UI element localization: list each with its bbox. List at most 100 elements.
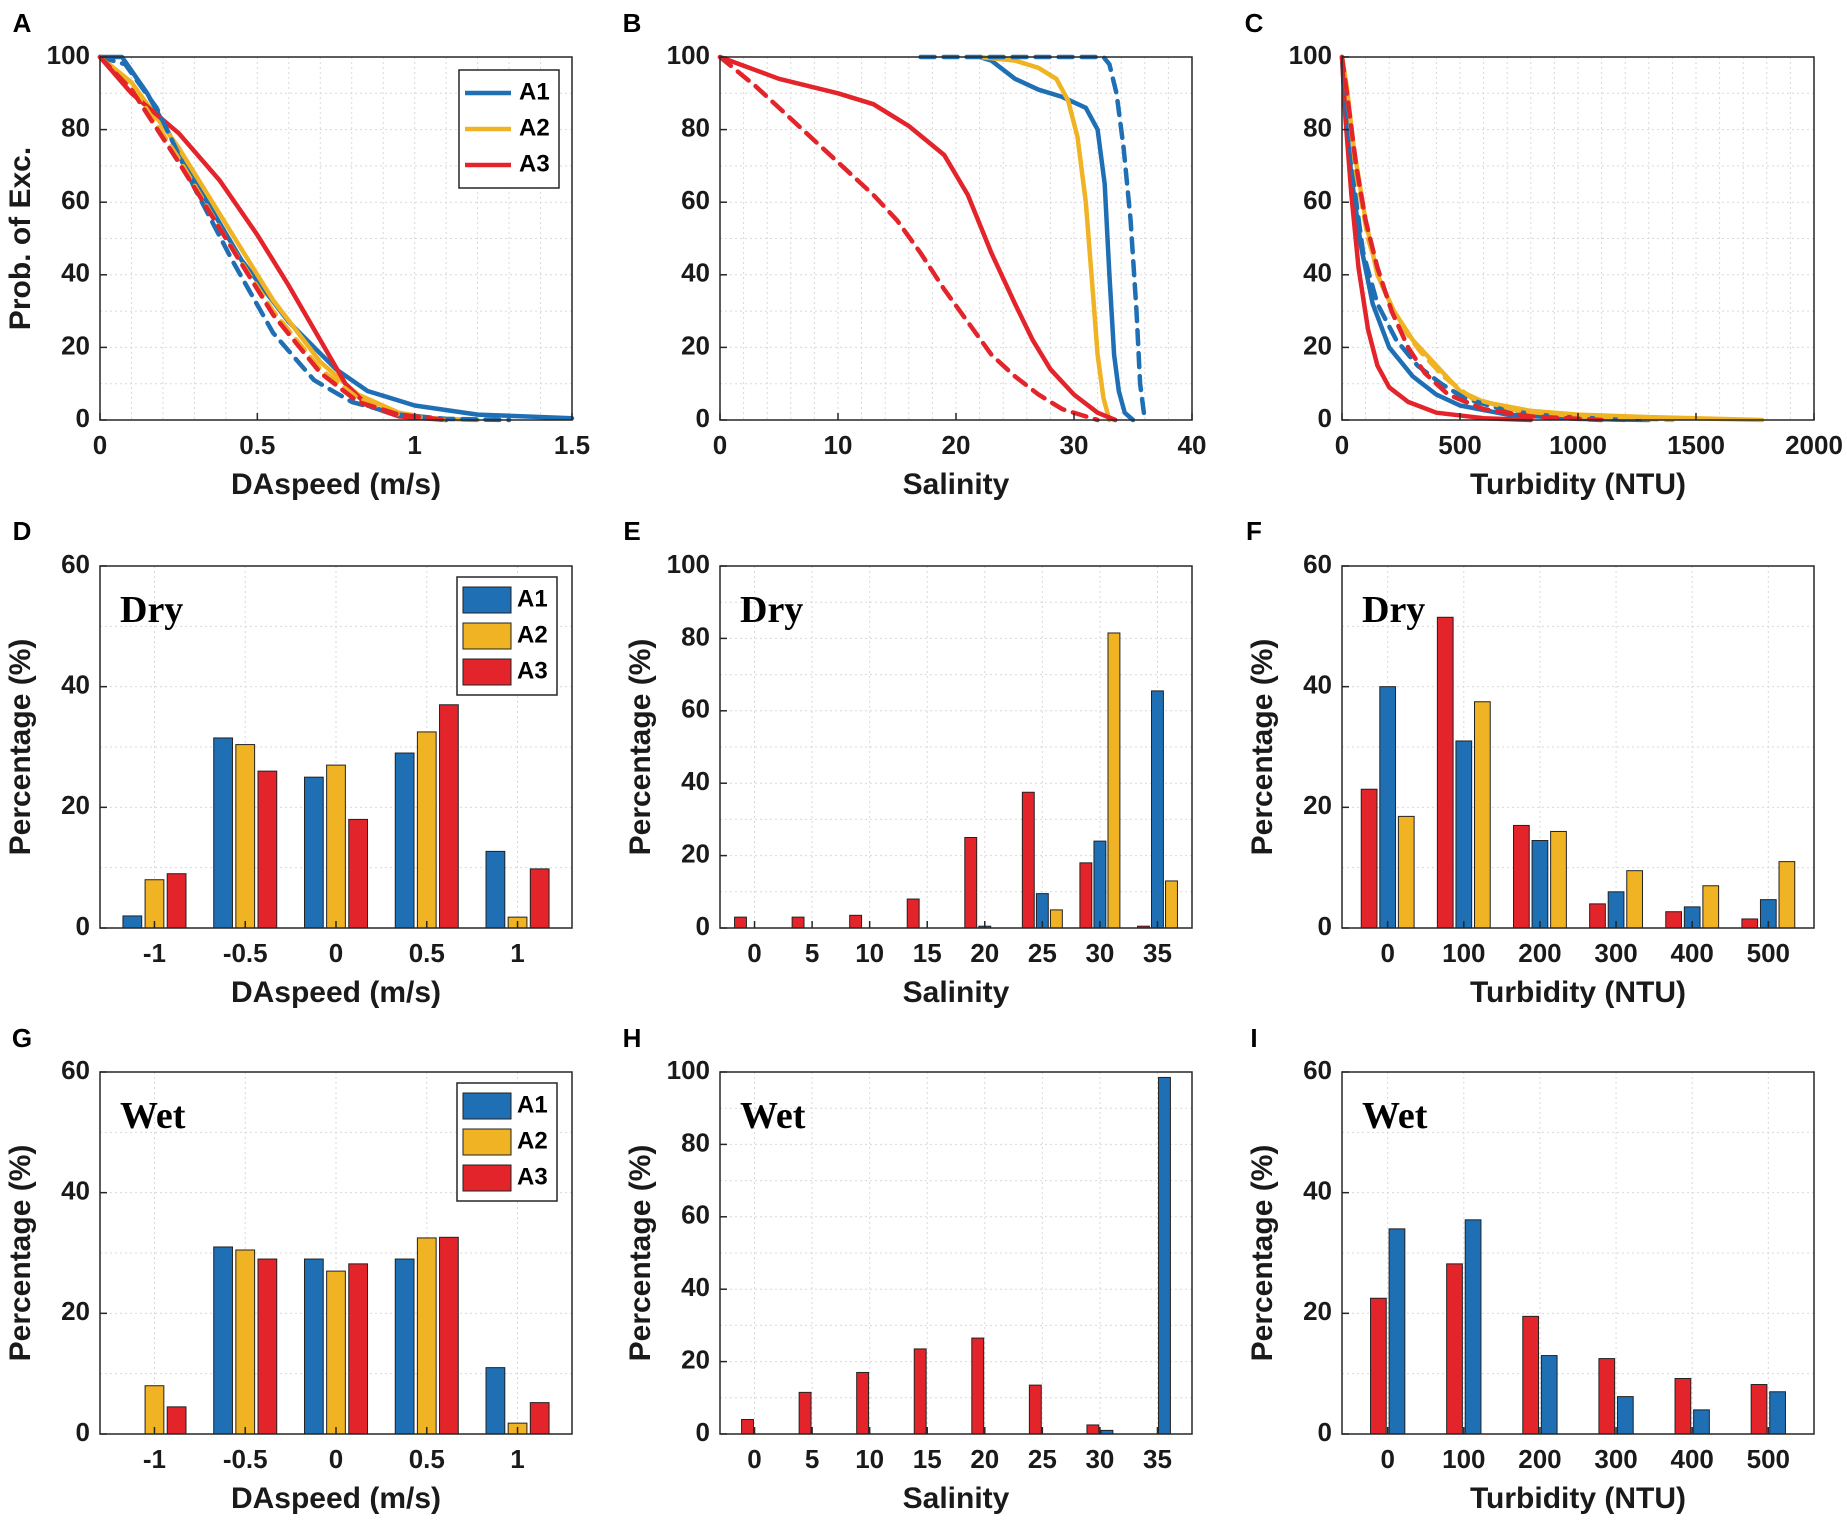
grid bbox=[99, 56, 573, 421]
xtick-label: 0 bbox=[1335, 430, 1349, 460]
bar-a1-0 bbox=[1379, 686, 1397, 929]
line-a3-dashed bbox=[1339, 54, 1604, 423]
xtick-label: 500 bbox=[1747, 1444, 1790, 1474]
bars bbox=[741, 1076, 1171, 1435]
xtick-label: 100 bbox=[1442, 938, 1485, 968]
ylabel: Percentage (%) bbox=[4, 1145, 37, 1362]
bar-a2-1 bbox=[235, 1249, 256, 1435]
xtick-label: 20 bbox=[970, 1444, 999, 1474]
legend-swatch-a1 bbox=[462, 586, 512, 614]
panel-letter-I: I bbox=[1250, 1023, 1257, 1053]
bar-a1-3 bbox=[1616, 1396, 1634, 1435]
ytick-label: 80 bbox=[1303, 112, 1332, 142]
ytick-label: 0 bbox=[1318, 403, 1332, 433]
panel-G: G 0 20 40 60 -1 -0.5 0 0.5 1 DAspeed (m/s) Percenta… bbox=[4, 1023, 573, 1515]
xlabel: DAspeed (m/s) bbox=[231, 1482, 441, 1515]
xtick-label: 30 bbox=[1085, 1444, 1114, 1474]
bar-a3-2 bbox=[1513, 824, 1530, 929]
bar-a1-1 bbox=[1464, 1219, 1482, 1435]
ylabel: Percentage (%) bbox=[624, 1145, 657, 1362]
ytick-label: 60 bbox=[61, 185, 90, 215]
xtick-label: 25 bbox=[1028, 1444, 1057, 1474]
ytick-label: 60 bbox=[61, 1055, 90, 1085]
bar-a3-2 bbox=[856, 1371, 870, 1435]
line-a1-dashed bbox=[1339, 54, 1628, 423]
bar-a1-4 bbox=[1693, 1409, 1710, 1435]
ytick-label: 100 bbox=[667, 549, 710, 579]
legend: A1 A2 A3 bbox=[458, 69, 560, 189]
panel-letter-G: G bbox=[12, 1023, 32, 1053]
annotation-dry: Dry bbox=[1362, 589, 1425, 631]
panel-A: A 0 20 40 60 80 100 0 0.5 1 1.5 DAspeed (m/s) Prob. … bbox=[4, 8, 590, 501]
bar-a3-3 bbox=[913, 1348, 927, 1435]
ytick-label: 40 bbox=[61, 670, 90, 700]
bar-a3-4 bbox=[971, 1337, 985, 1435]
axes-frame bbox=[1341, 1071, 1815, 1435]
xtick-label: 40 bbox=[1178, 430, 1207, 460]
xtick-label: 200 bbox=[1518, 938, 1561, 968]
panel-letter-B: B bbox=[623, 8, 642, 38]
ytick-label: 40 bbox=[1303, 258, 1332, 288]
legend-label-a1: A1 bbox=[517, 1091, 548, 1118]
ytick-label: 20 bbox=[681, 838, 710, 868]
xtick-label: 0 bbox=[93, 430, 107, 460]
ytick-label: 40 bbox=[681, 1272, 710, 1302]
line-a3-solid bbox=[1339, 54, 1534, 423]
bar-a1-5 bbox=[1769, 1391, 1786, 1435]
xtick-label: 1000 bbox=[1549, 430, 1607, 460]
bar-a3-6 bbox=[1086, 1424, 1100, 1435]
xtick-label: 0.5 bbox=[409, 938, 445, 968]
legend-label-a2: A2 bbox=[517, 621, 548, 648]
ytick-label: 100 bbox=[667, 40, 710, 70]
bar-a3-4 bbox=[529, 868, 550, 929]
ytick-label: 80 bbox=[681, 621, 710, 651]
ytick-label: 20 bbox=[61, 1296, 90, 1326]
xtick-label: 300 bbox=[1594, 1444, 1637, 1474]
xtick-label: 1 bbox=[510, 938, 524, 968]
xtick-label: 0 bbox=[1380, 1444, 1394, 1474]
ytick-label: 40 bbox=[61, 1176, 90, 1206]
bars bbox=[144, 1236, 550, 1435]
bar-a1-0 bbox=[1388, 1228, 1406, 1435]
xlabel: Salinity bbox=[903, 1482, 1010, 1515]
xtick-label: 1 bbox=[407, 430, 421, 460]
xtick-label: 30 bbox=[1085, 938, 1114, 968]
bar-a2-2 bbox=[326, 1270, 346, 1435]
ytick-label: 20 bbox=[1303, 330, 1332, 360]
ylabel: Prob. of Exc. bbox=[4, 147, 37, 330]
xtick-label: 0 bbox=[747, 1444, 761, 1474]
xtick-label: 10 bbox=[824, 430, 853, 460]
legend: A1 A2 A3 bbox=[456, 576, 558, 696]
ytick-label: 60 bbox=[61, 549, 90, 579]
xtick-label: 5 bbox=[805, 1444, 819, 1474]
ytick-label: 20 bbox=[681, 1344, 710, 1374]
ytick-label: 60 bbox=[1303, 185, 1332, 215]
bar-a1-4 bbox=[485, 850, 506, 929]
ylabel: Percentage (%) bbox=[1246, 639, 1279, 856]
bar-a3-5 bbox=[1021, 791, 1035, 929]
bar-a1-7 bbox=[1151, 690, 1164, 929]
xtick-label: 500 bbox=[1747, 938, 1790, 968]
panel-D: D 0 20 40 60 -1 -0.5 0 0.5 1 DAspeed (m/s) Percenta… bbox=[4, 516, 573, 1009]
ylabel: Percentage (%) bbox=[624, 639, 657, 856]
xtick-label: 15 bbox=[913, 1444, 942, 1474]
ytick-label: 60 bbox=[681, 1200, 710, 1230]
bar-a1-1 bbox=[213, 1246, 233, 1435]
bar-a3-2 bbox=[348, 818, 369, 929]
bar-a1-1 bbox=[213, 737, 233, 929]
ytick-label: 40 bbox=[681, 766, 710, 796]
xtick-label: 30 bbox=[1060, 430, 1089, 460]
bar-a3-0 bbox=[1360, 788, 1378, 929]
bar-a2-1 bbox=[1474, 701, 1491, 929]
xlabel: Turbidity (NTU) bbox=[1470, 976, 1686, 1009]
bar-a1-4 bbox=[485, 1367, 506, 1435]
panel-E: E 0 20 40 60 80 100 0 5 10 15 20 25 30 35 Salinity Perce… bbox=[623, 516, 1193, 1009]
panel-letter-F: F bbox=[1246, 516, 1262, 546]
xlabel: Turbidity (NTU) bbox=[1470, 1482, 1686, 1515]
bar-a3-0 bbox=[741, 1419, 754, 1435]
axes-frame bbox=[719, 1071, 1193, 1435]
bar-a1-7 bbox=[1158, 1076, 1171, 1435]
bar-a3-4 bbox=[964, 837, 978, 929]
ytick-label: 20 bbox=[61, 790, 90, 820]
